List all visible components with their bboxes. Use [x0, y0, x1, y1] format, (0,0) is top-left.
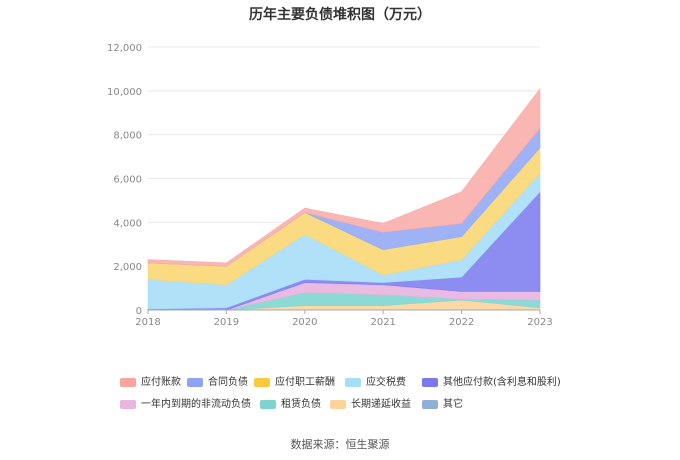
legend-swatch — [254, 377, 270, 387]
legend-swatch — [422, 399, 438, 409]
legend-label: 其它 — [443, 399, 463, 410]
y-tick-label: 2,000 — [113, 262, 142, 273]
legend-item-employee-pay[interactable]: 应付职工薪酬 — [254, 376, 335, 390]
y-tick-label: 8,000 — [113, 131, 142, 142]
y-tick-label: 4,000 — [113, 218, 142, 229]
legend-swatch — [260, 399, 276, 409]
legend-item-other-payables[interactable]: 其他应付款(含利息和股利) — [422, 376, 561, 390]
y-tick-label: 10,000 — [107, 87, 142, 98]
legend-label: 应付账款 — [141, 377, 181, 388]
legend-swatch — [345, 377, 361, 387]
x-tick-label: 2023 — [527, 317, 552, 328]
legend-label: 应交税费 — [366, 377, 406, 388]
y-tick-label: 12,000 — [107, 43, 142, 54]
area-series — [147, 87, 541, 267]
legend-item-other[interactable]: 其它 — [422, 398, 463, 412]
x-tick-label: 2022 — [449, 317, 474, 328]
legend-swatch — [120, 399, 136, 409]
legend-label: 合同负债 — [208, 377, 248, 388]
x-tick-label: 2018 — [135, 317, 160, 328]
x-tick-label: 2019 — [214, 317, 239, 328]
legend-swatch — [422, 377, 438, 387]
x-tick-label: 2021 — [370, 317, 395, 328]
legend-label: 租赁负债 — [281, 399, 321, 410]
y-tick-label: 0 — [136, 306, 142, 317]
legend-swatch — [120, 377, 136, 387]
chart-title: 历年主要负债堆积图（万元） — [249, 7, 431, 23]
data-source-note: 数据来源：恒生聚源 — [290, 438, 390, 451]
legend-item-accounts-payable[interactable]: 应付账款 — [120, 376, 181, 390]
legend-item-lease-liabilities[interactable]: 租赁负债 — [260, 398, 321, 412]
legend-label: 一年内到期的非流动负债 — [141, 399, 251, 410]
legend-item-contract-liabilities[interactable]: 合同负债 — [187, 376, 248, 390]
axes: 0 2,000 4,000 6,000 8,000 10,000 12,000 2018 201… — [107, 43, 553, 328]
x-tick-label: 2020 — [292, 317, 317, 328]
legend-item-current-noncurrent[interactable]: 一年内到期的非流动负债 — [120, 398, 251, 412]
legend-item-taxes-payable[interactable]: 应交税费 — [345, 376, 406, 390]
legend-swatch — [187, 377, 203, 387]
stacked-areas — [147, 87, 541, 311]
legend-label: 长期递延收益 — [351, 399, 411, 410]
legend-label: 其他应付款(含利息和股利) — [443, 377, 561, 388]
legend-swatch — [330, 399, 346, 409]
y-tick-label: 6,000 — [113, 175, 142, 186]
legend-item-deferred-income[interactable]: 长期递延收益 — [330, 398, 411, 412]
legend-label: 应付职工薪酬 — [275, 377, 335, 388]
